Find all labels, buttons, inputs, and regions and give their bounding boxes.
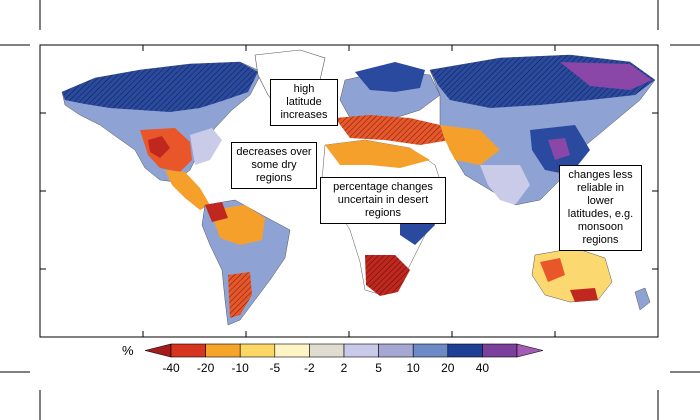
colorbar-tick-label: 10 <box>406 361 420 375</box>
colorbar-tick-label: 20 <box>441 361 455 375</box>
colorbar-segment <box>274 343 310 358</box>
east-asia-extreme-patch <box>548 138 570 160</box>
mexico-dry-region <box>165 170 210 210</box>
australia-dry-patch <box>540 258 565 282</box>
scandinavia-wet-region <box>355 62 425 92</box>
colorbar-tick-label: -5 <box>269 361 281 375</box>
southern-sa-hatch <box>228 272 252 318</box>
southern-africa-hatch <box>365 255 410 296</box>
colorbar-tick-label: 2 <box>340 361 348 375</box>
colorbar-segment <box>239 343 276 358</box>
middle-east-dry-region <box>440 125 500 165</box>
india-region <box>480 165 530 205</box>
colorbar <box>144 343 544 358</box>
colorbar-segment <box>447 343 483 358</box>
annotation-low-latitudes: changes less reliable in lower latitudes… <box>559 165 642 251</box>
colorbar-tick-label: 40 <box>475 361 490 375</box>
annotation-high-latitude: high latitude increases <box>270 79 338 126</box>
colorbar-segment <box>343 343 379 358</box>
colorbar-tick-label: -10 <box>231 361 249 375</box>
colorbar-arrow-max <box>516 343 544 358</box>
annotation-desert-regions: percentage changes uncertain in desert r… <box>320 177 446 224</box>
colorbar-segment <box>205 343 241 358</box>
colorbar-segment <box>309 343 345 358</box>
colorbar-tick-label: -40 <box>162 361 180 375</box>
colorbar-segment <box>482 343 518 358</box>
colombia-dry-patch <box>205 202 228 222</box>
australia-south-dry-patch <box>570 288 598 302</box>
us-east-slight-region <box>190 128 222 165</box>
annotation-dry-regions: decreases over some dry regions <box>231 142 317 189</box>
north-africa-dry-region <box>325 140 430 168</box>
mediterranean-hatch <box>335 115 450 145</box>
colorbar-segment <box>378 343 414 358</box>
arctic-extreme-wet-region <box>560 62 652 90</box>
colorbar-arrow-min <box>144 343 172 358</box>
map-axis-ticks <box>40 45 658 338</box>
colorbar-segment <box>412 343 449 358</box>
colorbar-tick-label: 5 <box>375 361 382 375</box>
colorbar-tick-label: -20 <box>196 361 215 375</box>
colorbar-unit-label: % <box>122 343 134 358</box>
canada-hatch <box>62 62 258 112</box>
colorbar-segment <box>170 343 206 358</box>
us-central-dry-patch <box>148 136 170 158</box>
colorbar-tick-label: -2 <box>304 361 315 375</box>
new-zealand-region <box>634 287 651 311</box>
